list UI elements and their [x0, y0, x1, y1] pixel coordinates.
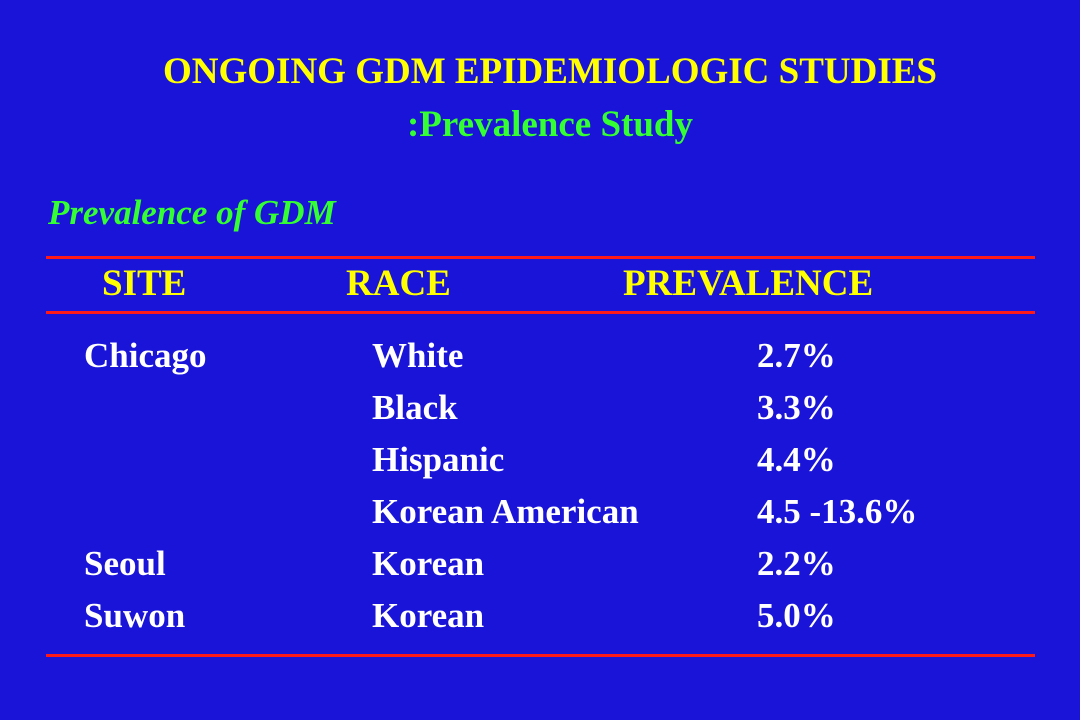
table-bottom-rule — [46, 654, 1035, 657]
cell-race: Korean — [372, 544, 485, 583]
table-row: Suwon Korean 5.0% — [0, 594, 1080, 646]
table-top-rule — [46, 256, 1035, 259]
table-row: Chicago White 2.7% — [0, 334, 1080, 386]
cell-site: Suwon — [84, 596, 186, 635]
section-heading: Prevalence of GDM — [48, 193, 336, 232]
table-header-rule — [46, 311, 1035, 314]
cell-race: Black — [372, 388, 458, 427]
table-row: Black 3.3% — [0, 386, 1080, 438]
table-row: Hispanic 4.4% — [0, 438, 1080, 490]
cell-race: Korean American — [372, 492, 639, 531]
cell-site: Seoul — [84, 544, 166, 583]
cell-prevalence: 4.5 -13.6% — [757, 492, 918, 531]
cell-prevalence: 4.4% — [757, 440, 836, 479]
table-row: Seoul Korean 2.2% — [0, 542, 1080, 594]
cell-race: Korean — [372, 596, 485, 635]
cell-prevalence: 2.7% — [757, 336, 836, 375]
cell-prevalence: 5.0% — [757, 596, 836, 635]
column-header-race: RACE — [346, 263, 451, 304]
slide-title: ONGOING GDM EPIDEMIOLOGIC STUDIES — [162, 51, 938, 92]
cell-site: Chicago — [84, 336, 207, 375]
cell-prevalence: 3.3% — [757, 388, 836, 427]
cell-prevalence: 2.2% — [757, 544, 836, 583]
slide-title-subline: :Prevalence Study — [406, 104, 694, 145]
cell-race: White — [372, 336, 464, 375]
column-header-prevalence: PREVALENCE — [623, 263, 874, 304]
table-body: Chicago White 2.7% Black 3.3% Hispanic 4… — [0, 334, 1080, 646]
cell-race: Hispanic — [372, 440, 505, 479]
column-header-site: SITE — [102, 263, 187, 304]
table-row: Korean American 4.5 -13.6% — [0, 490, 1080, 542]
